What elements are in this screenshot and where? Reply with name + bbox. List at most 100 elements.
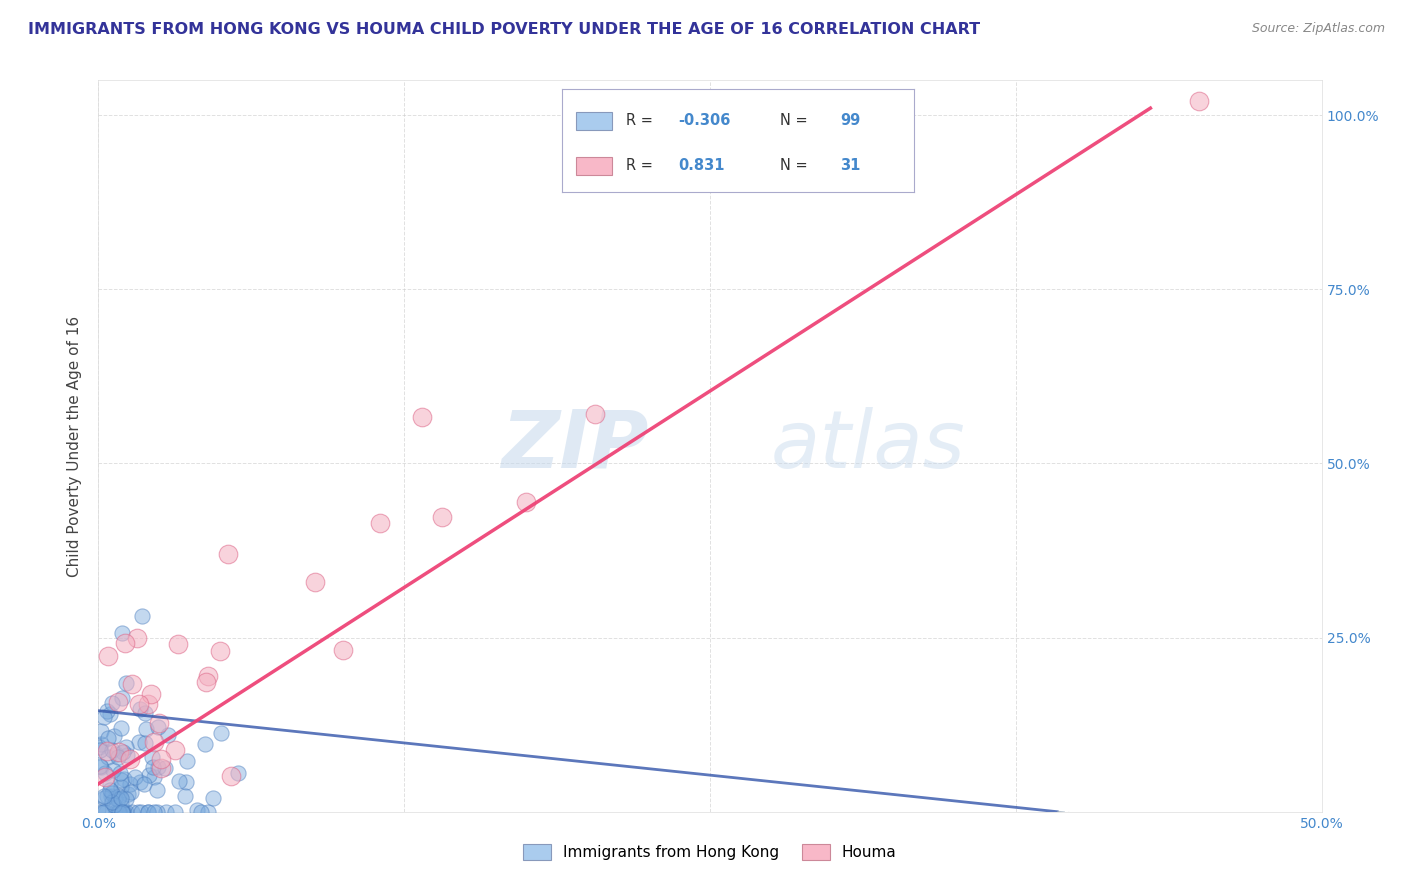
Point xyxy=(110,790,132,805)
Point xyxy=(105,805,128,819)
Point xyxy=(93,805,115,819)
Point xyxy=(148,716,170,731)
Bar xyxy=(576,157,612,176)
Point xyxy=(143,770,166,784)
Point xyxy=(332,642,354,657)
Point xyxy=(101,696,124,710)
Point xyxy=(136,805,159,819)
Point xyxy=(146,760,169,774)
Point xyxy=(209,725,232,739)
Point xyxy=(107,805,129,819)
Point xyxy=(128,734,150,748)
Point xyxy=(134,736,156,750)
Text: N =: N = xyxy=(780,113,813,128)
Point xyxy=(100,789,122,803)
Point xyxy=(111,745,134,759)
Point xyxy=(132,777,155,791)
Point xyxy=(118,776,141,790)
Point xyxy=(201,791,224,805)
Point xyxy=(114,676,136,690)
Point xyxy=(163,805,186,819)
Point xyxy=(125,631,148,645)
Text: -0.306: -0.306 xyxy=(678,113,731,128)
Point xyxy=(368,516,391,530)
Point xyxy=(197,805,219,819)
Point xyxy=(1188,94,1211,108)
Point xyxy=(118,752,141,766)
Point xyxy=(103,797,125,812)
Point xyxy=(146,783,169,797)
Point xyxy=(217,547,239,561)
Point xyxy=(111,805,134,819)
Point xyxy=(97,649,120,664)
Point xyxy=(110,721,132,735)
Text: 31: 31 xyxy=(841,158,860,173)
Point xyxy=(219,769,242,783)
Legend: Immigrants from Hong Kong, Houma: Immigrants from Hong Kong, Houma xyxy=(517,838,903,866)
Text: IMMIGRANTS FROM HONG KONG VS HOUMA CHILD POVERTY UNDER THE AGE OF 16 CORRELATION: IMMIGRANTS FROM HONG KONG VS HOUMA CHILD… xyxy=(28,22,980,37)
Text: N =: N = xyxy=(780,158,813,173)
Point xyxy=(142,735,165,749)
Point xyxy=(98,777,121,791)
Point xyxy=(110,797,132,811)
Text: R =: R = xyxy=(626,113,657,128)
Text: R =: R = xyxy=(626,158,657,173)
Point xyxy=(89,758,111,772)
Point xyxy=(186,803,208,817)
Point xyxy=(112,805,135,819)
Bar xyxy=(576,112,612,130)
Point xyxy=(97,731,120,746)
Point xyxy=(120,785,142,799)
Point xyxy=(96,704,118,718)
Point xyxy=(104,747,127,761)
Point xyxy=(128,702,150,716)
Point xyxy=(121,676,143,690)
Point xyxy=(107,745,129,759)
Point xyxy=(304,575,326,590)
Point xyxy=(124,770,146,784)
Point xyxy=(121,805,143,819)
Point xyxy=(136,697,159,711)
Point xyxy=(89,739,111,754)
Point xyxy=(228,766,250,780)
Text: atlas: atlas xyxy=(772,407,966,485)
Point xyxy=(107,792,129,806)
Point xyxy=(197,669,219,683)
Point xyxy=(93,710,115,724)
Point xyxy=(149,761,172,775)
Text: 99: 99 xyxy=(841,113,860,128)
Y-axis label: Child Poverty Under the Age of 16: Child Poverty Under the Age of 16 xyxy=(67,316,83,576)
Point xyxy=(104,791,127,805)
Point xyxy=(167,637,190,651)
Point xyxy=(90,760,112,774)
Point xyxy=(100,795,122,809)
Point xyxy=(96,744,118,758)
Point xyxy=(149,752,172,766)
Point xyxy=(165,743,187,757)
Point xyxy=(110,626,132,640)
Point xyxy=(432,509,454,524)
Point xyxy=(94,805,117,819)
Point xyxy=(108,789,131,803)
Point xyxy=(155,805,177,819)
Point xyxy=(176,775,198,789)
Point xyxy=(127,805,149,819)
Point xyxy=(111,690,134,705)
Point xyxy=(91,805,114,819)
Point xyxy=(114,791,136,805)
Point xyxy=(114,805,136,819)
Point xyxy=(146,720,169,734)
Point xyxy=(136,805,159,819)
Point xyxy=(135,722,157,736)
Point xyxy=(93,791,115,805)
Point xyxy=(142,805,165,819)
Point xyxy=(411,410,433,425)
Point xyxy=(107,695,129,709)
Point xyxy=(131,609,153,624)
Point xyxy=(515,495,537,509)
Point xyxy=(90,724,112,739)
Point xyxy=(98,706,121,721)
Point xyxy=(141,749,163,764)
Point xyxy=(87,802,110,816)
Point xyxy=(94,766,117,780)
